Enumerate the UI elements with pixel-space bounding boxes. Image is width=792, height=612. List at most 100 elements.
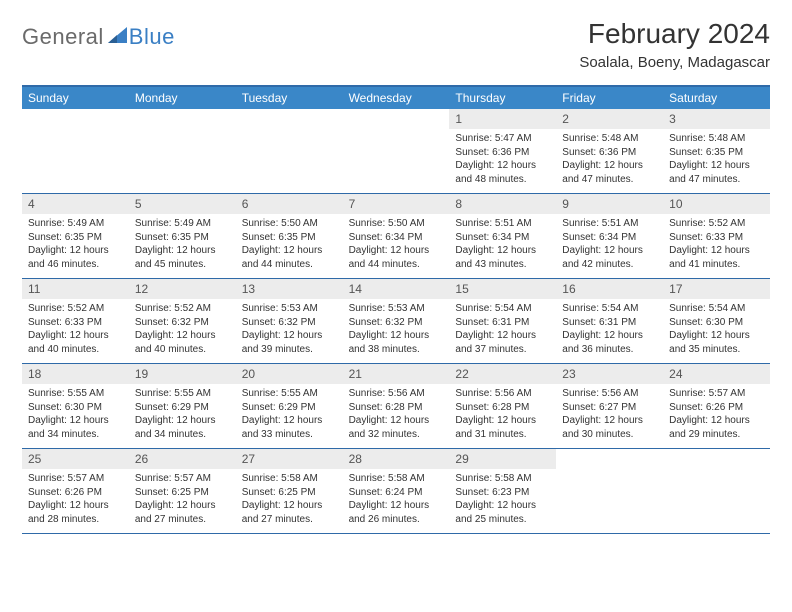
day-number: 25 [22,449,129,469]
empty-day-cell [236,109,343,193]
day-cell: 1Sunrise: 5:47 AMSunset: 6:36 PMDaylight… [449,109,556,193]
weekday-header-row: SundayMondayTuesdayWednesdayThursdayFrid… [22,87,770,109]
day-number: 16 [556,279,663,299]
empty-day-cell [129,109,236,193]
weekday-header: Tuesday [236,87,343,109]
weekday-header: Friday [556,87,663,109]
day-details: Sunrise: 5:56 AMSunset: 6:28 PMDaylight:… [449,384,556,447]
day-details: Sunrise: 5:58 AMSunset: 6:24 PMDaylight:… [343,469,450,532]
day-cell: 19Sunrise: 5:55 AMSunset: 6:29 PMDayligh… [129,364,236,448]
day-cell: 17Sunrise: 5:54 AMSunset: 6:30 PMDayligh… [663,279,770,363]
day-details: Sunrise: 5:50 AMSunset: 6:35 PMDaylight:… [236,214,343,277]
day-cell: 6Sunrise: 5:50 AMSunset: 6:35 PMDaylight… [236,194,343,278]
day-details: Sunrise: 5:51 AMSunset: 6:34 PMDaylight:… [449,214,556,277]
day-details: Sunrise: 5:52 AMSunset: 6:33 PMDaylight:… [22,299,129,362]
day-number: 27 [236,449,343,469]
day-cell: 21Sunrise: 5:56 AMSunset: 6:28 PMDayligh… [343,364,450,448]
logo-text-blue: Blue [129,24,175,50]
day-details: Sunrise: 5:50 AMSunset: 6:34 PMDaylight:… [343,214,450,277]
day-number: 5 [129,194,236,214]
day-number: 18 [22,364,129,384]
day-cell: 11Sunrise: 5:52 AMSunset: 6:33 PMDayligh… [22,279,129,363]
day-cell: 7Sunrise: 5:50 AMSunset: 6:34 PMDaylight… [343,194,450,278]
day-details: Sunrise: 5:52 AMSunset: 6:32 PMDaylight:… [129,299,236,362]
day-number: 22 [449,364,556,384]
day-cell: 15Sunrise: 5:54 AMSunset: 6:31 PMDayligh… [449,279,556,363]
day-number: 15 [449,279,556,299]
week-row: 4Sunrise: 5:49 AMSunset: 6:35 PMDaylight… [22,194,770,279]
weekday-header: Monday [129,87,236,109]
day-cell: 23Sunrise: 5:56 AMSunset: 6:27 PMDayligh… [556,364,663,448]
location: Soalala, Boeny, Madagascar [579,54,770,71]
day-cell: 5Sunrise: 5:49 AMSunset: 6:35 PMDaylight… [129,194,236,278]
day-details: Sunrise: 5:57 AMSunset: 6:26 PMDaylight:… [22,469,129,532]
day-number: 13 [236,279,343,299]
day-cell: 24Sunrise: 5:57 AMSunset: 6:26 PMDayligh… [663,364,770,448]
day-number: 17 [663,279,770,299]
day-number: 21 [343,364,450,384]
day-details: Sunrise: 5:53 AMSunset: 6:32 PMDaylight:… [343,299,450,362]
day-details: Sunrise: 5:51 AMSunset: 6:34 PMDaylight:… [556,214,663,277]
day-details: Sunrise: 5:52 AMSunset: 6:33 PMDaylight:… [663,214,770,277]
month-title: February 2024 [579,18,770,50]
day-cell: 18Sunrise: 5:55 AMSunset: 6:30 PMDayligh… [22,364,129,448]
page-header: General Blue February 2024 Soalala, Boen… [22,18,770,71]
day-number: 24 [663,364,770,384]
day-details: Sunrise: 5:48 AMSunset: 6:35 PMDaylight:… [663,129,770,192]
day-details: Sunrise: 5:49 AMSunset: 6:35 PMDaylight:… [22,214,129,277]
day-number: 19 [129,364,236,384]
day-details: Sunrise: 5:55 AMSunset: 6:29 PMDaylight:… [129,384,236,447]
day-number: 26 [129,449,236,469]
day-number: 10 [663,194,770,214]
day-cell: 8Sunrise: 5:51 AMSunset: 6:34 PMDaylight… [449,194,556,278]
day-number: 6 [236,194,343,214]
week-row: 25Sunrise: 5:57 AMSunset: 6:26 PMDayligh… [22,449,770,534]
day-cell: 4Sunrise: 5:49 AMSunset: 6:35 PMDaylight… [22,194,129,278]
weekday-header: Thursday [449,87,556,109]
day-cell: 22Sunrise: 5:56 AMSunset: 6:28 PMDayligh… [449,364,556,448]
day-number: 3 [663,109,770,129]
day-number: 11 [22,279,129,299]
day-number: 23 [556,364,663,384]
day-cell: 10Sunrise: 5:52 AMSunset: 6:33 PMDayligh… [663,194,770,278]
day-details: Sunrise: 5:54 AMSunset: 6:31 PMDaylight:… [556,299,663,362]
day-details: Sunrise: 5:54 AMSunset: 6:31 PMDaylight:… [449,299,556,362]
day-number: 20 [236,364,343,384]
logo: General Blue [22,24,175,50]
day-details: Sunrise: 5:56 AMSunset: 6:27 PMDaylight:… [556,384,663,447]
day-number: 28 [343,449,450,469]
day-details: Sunrise: 5:57 AMSunset: 6:25 PMDaylight:… [129,469,236,532]
empty-day-cell [22,109,129,193]
day-number: 12 [129,279,236,299]
week-row: 1Sunrise: 5:47 AMSunset: 6:36 PMDaylight… [22,109,770,194]
day-cell: 26Sunrise: 5:57 AMSunset: 6:25 PMDayligh… [129,449,236,533]
day-cell: 9Sunrise: 5:51 AMSunset: 6:34 PMDaylight… [556,194,663,278]
day-number: 2 [556,109,663,129]
weekday-header: Wednesday [343,87,450,109]
day-details: Sunrise: 5:48 AMSunset: 6:36 PMDaylight:… [556,129,663,192]
day-number: 29 [449,449,556,469]
week-row: 11Sunrise: 5:52 AMSunset: 6:33 PMDayligh… [22,279,770,364]
day-details: Sunrise: 5:55 AMSunset: 6:30 PMDaylight:… [22,384,129,447]
day-cell: 12Sunrise: 5:52 AMSunset: 6:32 PMDayligh… [129,279,236,363]
day-cell: 3Sunrise: 5:48 AMSunset: 6:35 PMDaylight… [663,109,770,193]
day-details: Sunrise: 5:53 AMSunset: 6:32 PMDaylight:… [236,299,343,362]
empty-day-cell [556,449,663,533]
day-number: 9 [556,194,663,214]
logo-mark-icon [107,25,129,50]
title-block: February 2024 Soalala, Boeny, Madagascar [579,18,770,71]
day-details: Sunrise: 5:58 AMSunset: 6:25 PMDaylight:… [236,469,343,532]
day-cell: 14Sunrise: 5:53 AMSunset: 6:32 PMDayligh… [343,279,450,363]
day-number: 8 [449,194,556,214]
day-number: 14 [343,279,450,299]
day-cell: 16Sunrise: 5:54 AMSunset: 6:31 PMDayligh… [556,279,663,363]
day-details: Sunrise: 5:55 AMSunset: 6:29 PMDaylight:… [236,384,343,447]
calendar: SundayMondayTuesdayWednesdayThursdayFrid… [22,85,770,534]
day-details: Sunrise: 5:56 AMSunset: 6:28 PMDaylight:… [343,384,450,447]
day-number: 4 [22,194,129,214]
day-details: Sunrise: 5:49 AMSunset: 6:35 PMDaylight:… [129,214,236,277]
day-number: 1 [449,109,556,129]
day-cell: 2Sunrise: 5:48 AMSunset: 6:36 PMDaylight… [556,109,663,193]
logo-text-general: General [22,24,104,50]
day-details: Sunrise: 5:58 AMSunset: 6:23 PMDaylight:… [449,469,556,532]
